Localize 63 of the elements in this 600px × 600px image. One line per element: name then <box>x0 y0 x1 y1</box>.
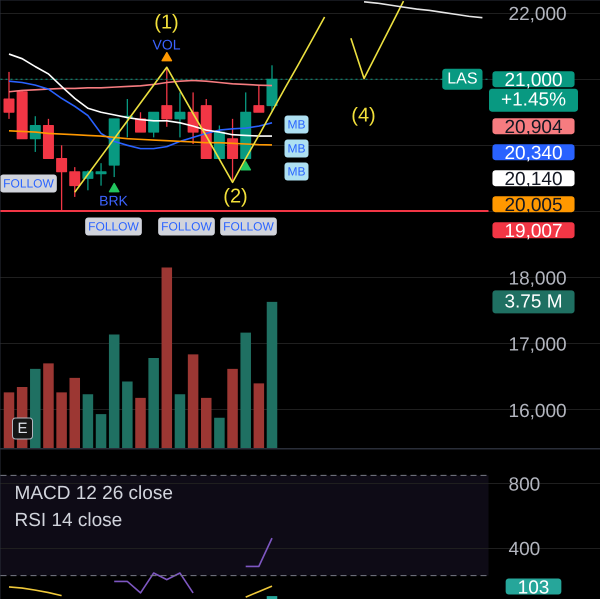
bar <box>43 363 54 448</box>
annotation: FOLLOW <box>88 220 140 234</box>
text: 20,904 <box>504 117 563 138</box>
y-tick-label: 400 <box>508 539 540 560</box>
annotation: MB <box>288 118 306 132</box>
annotation: LAS <box>447 70 478 88</box>
bar <box>96 414 106 448</box>
bar <box>135 398 146 448</box>
bar <box>227 368 238 448</box>
bar <box>30 368 41 448</box>
bar <box>254 383 264 448</box>
y-tick-label: 800 <box>508 474 540 496</box>
candlestick <box>227 118 238 182</box>
line-series <box>8 53 273 137</box>
point <box>240 160 252 171</box>
ref-line-label: 19,007 <box>504 221 563 242</box>
bar <box>200 398 212 448</box>
candlestick <box>148 112 160 138</box>
point <box>161 52 172 62</box>
text: 20,005 <box>504 195 563 216</box>
annotation: (4) <box>351 104 376 126</box>
annotation: FOLLOW <box>161 220 213 234</box>
text: 20,140 <box>504 169 563 190</box>
line-series <box>8 80 273 150</box>
y-tick-label: 17,000 <box>508 334 567 356</box>
bar <box>4 392 14 448</box>
ref-line-label: 21,000 +1.45% <box>501 70 566 111</box>
annotation: MACD 12 26 close <box>14 483 173 504</box>
candlestick <box>174 92 186 138</box>
candlestick <box>4 71 14 120</box>
point <box>108 182 120 192</box>
bar <box>162 268 172 448</box>
bar <box>148 358 159 448</box>
annotation: RSI 14 close <box>14 510 122 531</box>
annotation: VOL <box>152 36 181 52</box>
text: 20,340 <box>504 143 563 164</box>
bar <box>266 302 278 448</box>
annotation: MB <box>288 142 306 156</box>
annotation: MB <box>288 164 306 178</box>
annotation: FOLLOW <box>3 176 55 190</box>
bar <box>69 378 80 448</box>
annotation: (1) <box>154 12 179 34</box>
y-tick-label: 22,000 <box>508 4 567 26</box>
bar <box>56 392 67 448</box>
annotation: E <box>18 420 28 437</box>
text: 103 <box>518 578 550 598</box>
annotation: FOLLOW <box>223 220 275 234</box>
text: 3.75 M <box>504 291 563 312</box>
bar <box>188 354 198 448</box>
bar <box>108 334 120 448</box>
bar <box>240 332 251 448</box>
annotation: BRK <box>99 192 129 208</box>
line-series <box>363 1 484 18</box>
annotation: (2) <box>223 186 248 208</box>
candlestick <box>69 166 80 198</box>
candlestick <box>253 84 264 113</box>
candlestick <box>161 66 172 128</box>
bar <box>174 394 186 448</box>
bar <box>122 382 133 448</box>
bar <box>82 394 94 448</box>
y-tick-label: 18,000 <box>508 268 567 290</box>
y-tick-label: 16,000 <box>508 400 567 422</box>
bar <box>214 418 225 448</box>
